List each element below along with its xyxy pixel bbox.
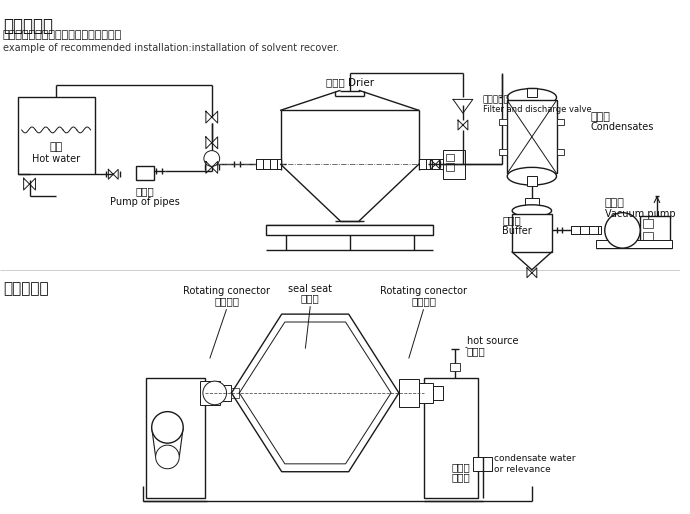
Bar [557,149,564,155]
Bar [399,379,419,407]
Text: Condensates: Condensates [591,122,654,132]
Bar [256,159,281,169]
Polygon shape [453,99,473,113]
Text: 干燥机 Drier: 干燥机 Drier [326,78,374,88]
Text: Buffer: Buffer [502,226,532,236]
Text: Hot water: Hot water [32,154,80,163]
Text: 推荐的工艺安置示范：溶剂回收工艺安置: 推荐的工艺安置示范：溶剂回收工艺安置 [3,30,122,41]
Text: Pump of pipes: Pump of pipes [110,197,179,207]
Bar [527,87,537,98]
Bar [512,214,551,252]
Polygon shape [231,314,399,472]
Bar [446,154,454,161]
Text: 旋转接头: 旋转接头 [411,297,436,306]
Circle shape [604,213,640,248]
Text: seal seat: seal seat [288,284,333,293]
Bar [424,378,477,498]
Bar [640,216,670,245]
Bar [443,150,465,179]
Bar [146,378,205,498]
Text: 进热源: 进热源 [467,346,486,357]
Bar [473,457,493,471]
Circle shape [204,151,219,167]
Text: Vacuum pump: Vacuum pump [604,209,676,218]
Bar [557,119,564,125]
Bar [527,176,537,186]
Bar [596,240,672,248]
Bar [500,149,507,155]
Circle shape [152,412,184,443]
Text: 冷凝器: 冷凝器 [451,462,470,472]
Bar [643,232,653,242]
Bar [200,381,219,405]
Text: 安装示意图: 安装示意图 [3,16,53,34]
Bar [419,159,443,169]
Bar [18,98,95,174]
Text: example of recommended installation:installation of solvent recover.: example of recommended installation:inst… [3,43,339,53]
Circle shape [156,445,179,469]
Bar [507,100,557,173]
Bar [643,218,653,228]
Text: 真空泵: 真空泵 [604,198,624,208]
Ellipse shape [512,205,551,216]
Text: 管道泵: 管道泵 [135,186,154,196]
Text: 简易结构图: 简易结构图 [3,282,48,297]
Bar [205,387,231,399]
Ellipse shape [507,168,557,185]
Text: 冷凝器: 冷凝器 [591,112,611,122]
Bar [136,167,154,180]
Bar [219,385,231,401]
Bar [450,363,460,371]
Bar [419,383,433,403]
Text: 旋转接头: 旋转接头 [214,297,239,306]
Text: 密封坐: 密封坐 [301,293,319,303]
Bar [266,226,433,235]
Bar [231,388,239,398]
Text: condensate water
or relevance: condensate water or relevance [495,454,576,473]
Text: 过滤放空阀: 过滤放空阀 [482,95,509,104]
Text: hot source: hot source [467,336,518,346]
Circle shape [203,381,226,405]
Text: Rotating conector: Rotating conector [183,286,270,297]
Ellipse shape [507,88,557,106]
Bar [446,163,454,171]
Bar [500,119,507,125]
Bar [525,198,539,206]
Text: Filter and discharge valve: Filter and discharge valve [482,105,591,114]
Text: Rotating conector: Rotating conector [380,286,467,297]
Polygon shape [231,314,399,393]
Bar [399,387,424,399]
Bar [433,386,443,400]
Text: 热水: 热水 [50,142,63,152]
Text: 缓冲罐: 缓冲罐 [502,215,521,226]
Text: 或回流: 或回流 [451,473,470,483]
Bar [571,227,601,234]
